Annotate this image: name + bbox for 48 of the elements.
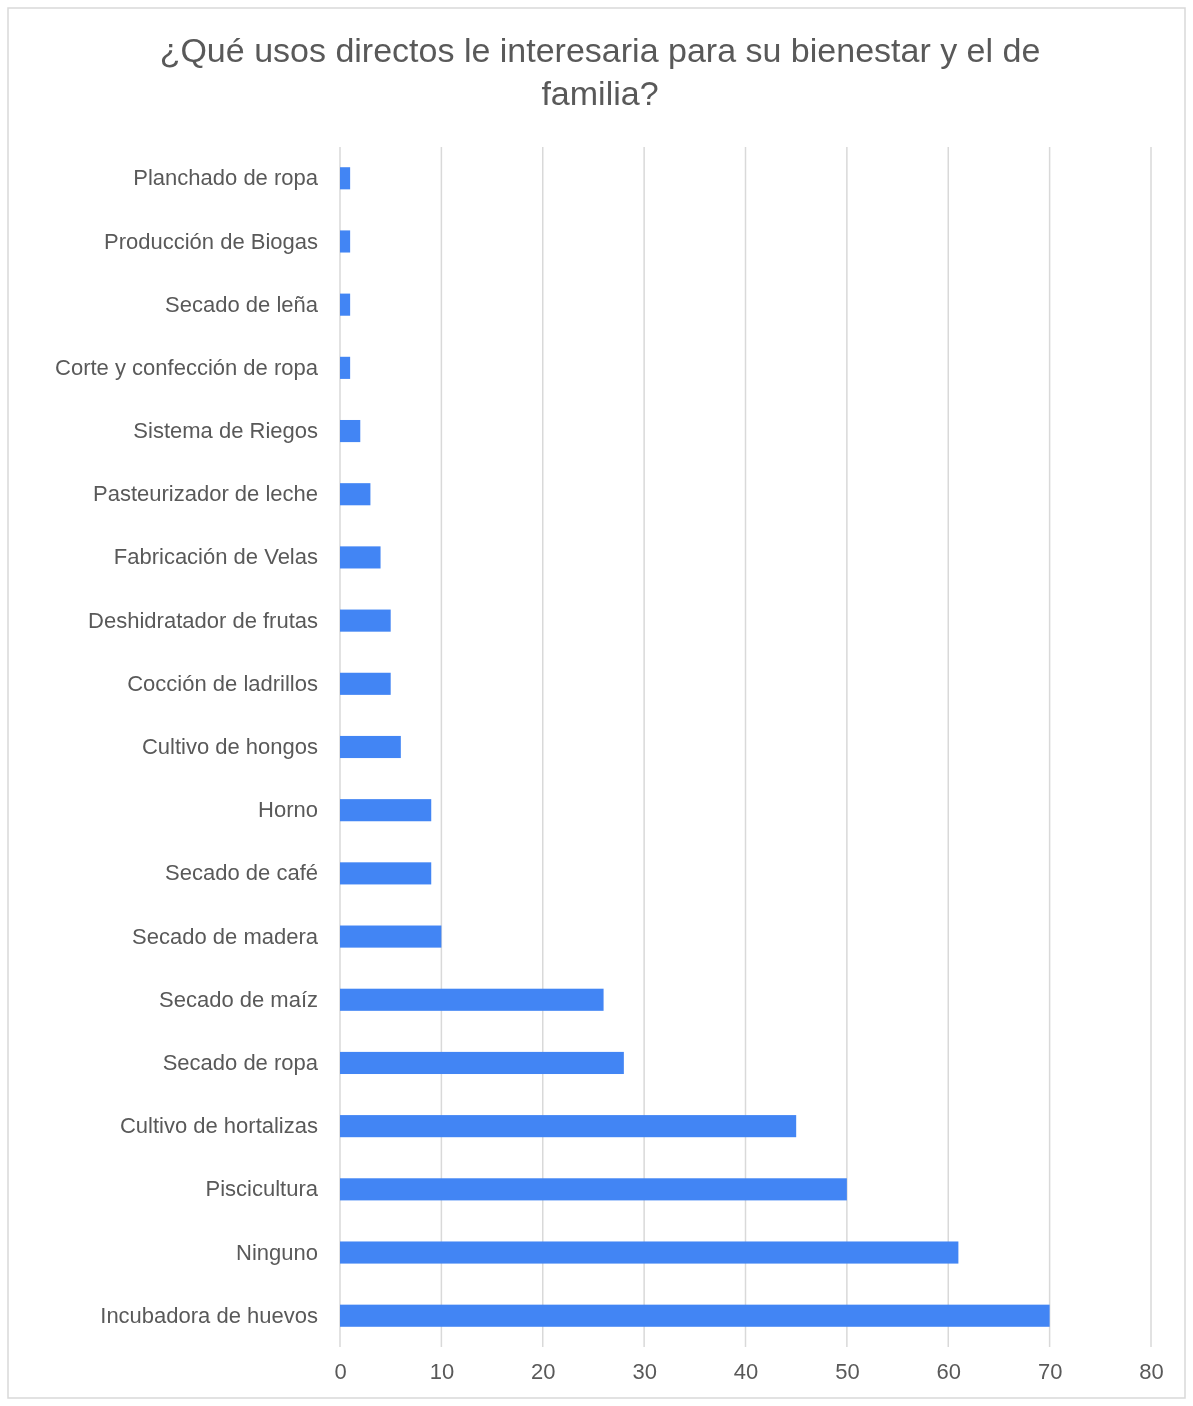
bar [340, 1051, 624, 1075]
y-tick-label: Fabricación de Velas [113, 544, 318, 570]
bar [340, 988, 604, 1011]
bar [340, 419, 361, 443]
y-tick-label: Incubadora de huevos [100, 1302, 318, 1328]
bar [340, 1115, 797, 1138]
y-tick-label: Secado de ropa [162, 1050, 319, 1075]
bar [340, 609, 391, 632]
bar [340, 167, 351, 190]
bar [340, 799, 432, 822]
y-tick-label: Sistema de Riegos [133, 418, 318, 444]
y-tick-label: Pasteurizador de leche [92, 481, 318, 507]
y-tick-label: Secado de maíz [159, 986, 318, 1012]
bar [340, 546, 381, 569]
x-tick-label: 70 [1037, 1358, 1063, 1384]
x-tick-label: 20 [531, 1358, 556, 1384]
y-tick-label: Secado de leña [165, 291, 319, 317]
y-tick-label: Corte y confección de ropa [55, 354, 319, 380]
bar [340, 356, 351, 379]
bar [340, 735, 401, 759]
x-tick-label: 50 [835, 1358, 860, 1384]
y-tick-label: Secado de café [165, 860, 318, 886]
y-tick-label: Planchado de ropa [133, 165, 319, 191]
y-tick-label: Cultivo de hortalizas [119, 1113, 318, 1139]
x-tick-label: 40 [733, 1358, 759, 1384]
y-tick-label: Piscicultura [205, 1176, 319, 1202]
y-tick-label: Cultivo de hongos [141, 734, 318, 760]
bar [340, 925, 442, 948]
y-tick-label: Horno [258, 797, 318, 823]
chart-title: ¿Qué usos directos le interesaria para su bienestar y el de familia? [159, 31, 1041, 112]
bar [340, 672, 391, 695]
y-tick-label: Deshidratador de frutas [88, 607, 318, 633]
bar [340, 483, 371, 506]
bar [340, 862, 432, 885]
bar [340, 230, 351, 253]
bar [340, 1304, 1050, 1327]
y-tick-label: Cocción de ladrillos [127, 670, 318, 696]
bar [340, 1178, 847, 1201]
x-tick-label: 0 [334, 1358, 347, 1384]
y-tick-label: Producción de Biogas [103, 228, 318, 254]
y-tick-label: Ninguno [236, 1239, 318, 1265]
bar [340, 1241, 959, 1264]
x-tick-label: 60 [936, 1358, 961, 1384]
y-tick-label: Secado de madera [132, 923, 319, 949]
bar [340, 293, 351, 316]
x-tick-label: 10 [429, 1358, 455, 1384]
x-tick-label: 30 [632, 1358, 657, 1384]
x-tick-label: 80 [1139, 1358, 1164, 1384]
